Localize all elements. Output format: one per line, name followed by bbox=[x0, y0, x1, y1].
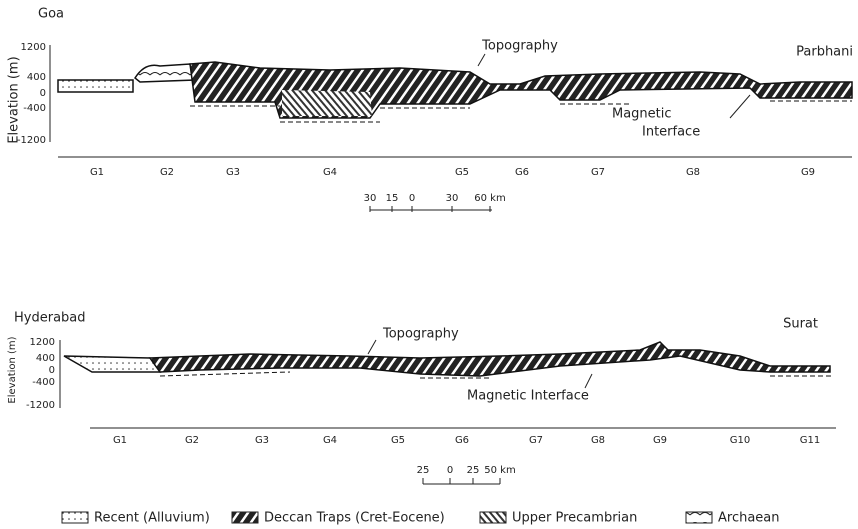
y-tick: 400 bbox=[27, 72, 46, 83]
scale-label: 25 bbox=[467, 465, 480, 476]
panel-1: Goa Parbhani Elevation (m) 1200 400 0 -4… bbox=[7, 7, 853, 212]
scale-labels: 30 15 0 30 60 km bbox=[364, 193, 506, 212]
legend: Recent (Alluvium) Deccan Traps (Cret-Eoc… bbox=[61, 511, 780, 526]
segment-label: G4 bbox=[323, 167, 337, 178]
segment-label: G8 bbox=[686, 167, 700, 178]
segment-label: G5 bbox=[455, 167, 469, 178]
segments: G1 G2 G3 G4 G5 G6 G7 G8 G9 bbox=[90, 167, 815, 178]
segment-label: G7 bbox=[591, 167, 605, 178]
segment-label: G8 bbox=[591, 435, 605, 446]
legend-swatch bbox=[685, 511, 713, 524]
pointer bbox=[729, 94, 751, 119]
y-axis-label: Elevation (m) bbox=[7, 56, 22, 143]
scale-label: 0 bbox=[447, 465, 453, 476]
y-tick: 400 bbox=[36, 353, 55, 364]
scale-label: 15 bbox=[386, 193, 399, 204]
pointer bbox=[367, 339, 377, 355]
legend-label: Recent (Alluvium) bbox=[94, 511, 210, 526]
legend-swatch bbox=[61, 511, 89, 524]
annotation: Magnetic Interface bbox=[467, 389, 589, 404]
pointer bbox=[477, 53, 486, 67]
legend-label: Upper Precambrian bbox=[512, 511, 637, 526]
segment-label: G9 bbox=[801, 167, 815, 178]
segment-label: G2 bbox=[160, 167, 174, 178]
annotation: Interface bbox=[642, 125, 700, 140]
y-tick: -400 bbox=[32, 377, 55, 388]
y-tick: -1200 bbox=[26, 400, 55, 411]
y-tick: 0 bbox=[40, 88, 46, 99]
left-label: Goa bbox=[38, 7, 64, 22]
deccan-traps bbox=[148, 341, 831, 377]
scale-label: 0 bbox=[409, 193, 415, 204]
pointer bbox=[584, 373, 593, 389]
y-tick: 1200 bbox=[21, 42, 46, 53]
segment-label: G6 bbox=[455, 435, 469, 446]
panel-2: Hyderabad Surat Elevation (m) 1200 400 0… bbox=[7, 311, 836, 485]
segment-label: G1 bbox=[90, 167, 104, 178]
right-label: Parbhani bbox=[796, 45, 853, 60]
segment-label: G5 bbox=[391, 435, 405, 446]
segments: G1 G2 G3 G4 G5 G6 G7 G8 G9 G10 G11 bbox=[113, 435, 820, 446]
segment-label: G3 bbox=[226, 167, 240, 178]
magnetic-interface-line bbox=[190, 100, 852, 123]
y-tick: -400 bbox=[23, 103, 46, 114]
segment-label: G9 bbox=[653, 435, 667, 446]
alluvium bbox=[57, 79, 134, 93]
scale-label: 30 bbox=[446, 193, 459, 204]
segment-label: G1 bbox=[113, 435, 127, 446]
segment-label: G4 bbox=[323, 435, 337, 446]
y-tick: 1200 bbox=[30, 337, 55, 348]
y-tick: 0 bbox=[49, 365, 55, 376]
segment-label: G11 bbox=[800, 435, 820, 446]
y-axis-label: Elevation (m) bbox=[7, 336, 18, 403]
alluvium bbox=[63, 355, 162, 373]
segment-label: G6 bbox=[515, 167, 529, 178]
legend-swatch bbox=[479, 511, 507, 524]
segment-label: G10 bbox=[730, 435, 750, 446]
magnetic-interface-line bbox=[159, 371, 832, 379]
segment-label: G3 bbox=[255, 435, 269, 446]
legend-label: Deccan Traps (Cret-Eocene) bbox=[264, 511, 445, 526]
segment-label: G2 bbox=[185, 435, 199, 446]
legend-label: Archaean bbox=[718, 511, 780, 526]
scale-label: 25 bbox=[417, 465, 430, 476]
scale-label: 60 km bbox=[474, 193, 505, 204]
archaean bbox=[134, 63, 197, 83]
left-label: Hyderabad bbox=[14, 311, 86, 326]
scale-labels: 25 0 25 50 km bbox=[417, 465, 516, 484]
annotation: Magnetic bbox=[612, 107, 672, 122]
scale-label: 30 bbox=[364, 193, 377, 204]
upper-precambrian bbox=[282, 90, 372, 116]
right-label: Surat bbox=[783, 317, 818, 332]
annotation: Topography bbox=[382, 327, 459, 342]
annotation: Topography bbox=[481, 39, 558, 54]
legend-swatch bbox=[231, 511, 259, 524]
segment-label: G7 bbox=[529, 435, 543, 446]
scale-label: 50 km bbox=[484, 465, 515, 476]
y-tick: -1200 bbox=[17, 135, 46, 146]
